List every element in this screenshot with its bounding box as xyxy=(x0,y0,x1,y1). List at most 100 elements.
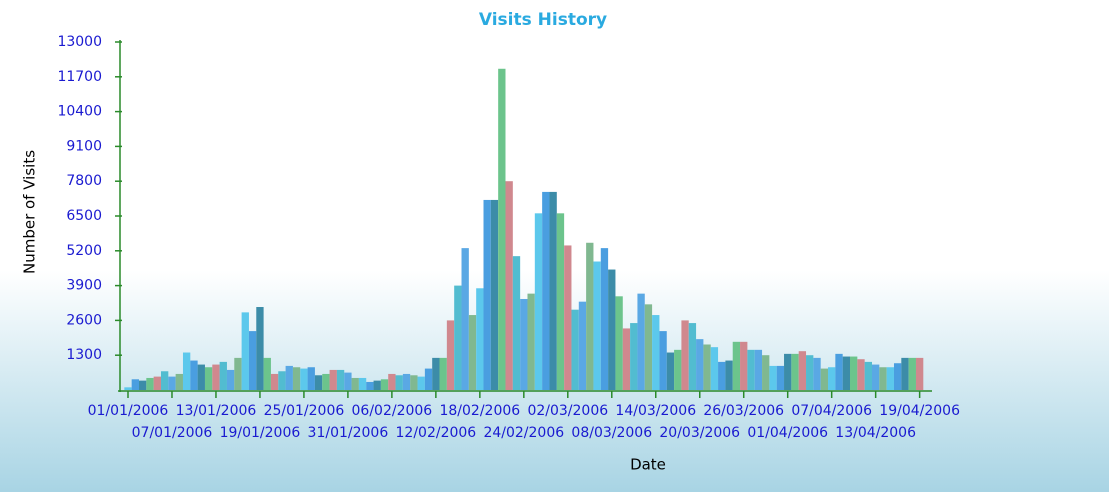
bar xyxy=(190,360,198,390)
x-tick-label: 19/04/2006 xyxy=(879,403,960,419)
x-tick-label: 25/01/2006 xyxy=(264,403,345,419)
bar xyxy=(300,368,308,390)
y-axis-title: Number of Visits xyxy=(21,150,39,274)
bar xyxy=(828,367,836,390)
bar xyxy=(168,376,176,390)
bar xyxy=(160,371,169,390)
bar xyxy=(600,248,609,390)
bar xyxy=(798,351,807,390)
x-tick-label: 14/03/2006 xyxy=(615,403,696,419)
bar xyxy=(586,242,594,390)
bar xyxy=(322,373,330,390)
bar xyxy=(893,363,902,390)
bar xyxy=(725,360,733,390)
bar xyxy=(864,361,872,390)
bar xyxy=(520,298,528,390)
x-tick-label: 06/02/2006 xyxy=(352,403,433,419)
bar xyxy=(131,379,139,390)
y-tick-label: 9100 xyxy=(66,138,102,154)
bar xyxy=(571,309,579,390)
bar xyxy=(336,369,345,390)
bar xyxy=(857,359,865,390)
x-tick-label: 13/04/2006 xyxy=(835,425,916,441)
bar xyxy=(688,323,697,390)
bar xyxy=(615,296,623,390)
bar xyxy=(483,199,491,390)
bar xyxy=(153,376,161,390)
bar xyxy=(505,181,513,390)
bar xyxy=(718,361,726,390)
x-tick-label: 12/02/2006 xyxy=(396,425,477,441)
bar xyxy=(124,387,132,390)
bar xyxy=(652,315,660,390)
bar xyxy=(710,347,719,390)
bar xyxy=(329,369,337,390)
bar xyxy=(278,371,286,390)
bar xyxy=(915,357,924,390)
bar xyxy=(762,355,770,390)
bar xyxy=(527,293,535,390)
bar xyxy=(696,339,704,390)
x-tick-label: 13/01/2006 xyxy=(176,403,257,419)
bar xyxy=(285,365,293,390)
bar xyxy=(402,373,411,390)
bar xyxy=(432,357,440,390)
bar xyxy=(182,352,191,390)
bar xyxy=(549,191,557,390)
bar xyxy=(307,367,315,390)
bar xyxy=(439,357,447,390)
bar xyxy=(791,353,799,390)
bar xyxy=(740,341,748,390)
x-tick-label: 20/03/2006 xyxy=(659,425,740,441)
x-tick-label: 19/01/2006 xyxy=(220,425,301,441)
bar xyxy=(366,381,374,390)
bar xyxy=(490,199,499,390)
bar xyxy=(908,357,916,390)
bar xyxy=(292,367,301,390)
bar xyxy=(769,365,777,390)
bar xyxy=(564,245,572,390)
bar xyxy=(226,369,235,390)
bar xyxy=(666,352,675,390)
bar xyxy=(197,364,205,390)
bar xyxy=(476,288,484,390)
y-tick-label: 5200 xyxy=(66,243,102,259)
bar xyxy=(703,344,711,390)
x-tick-label: 07/01/2006 xyxy=(132,425,213,441)
bar xyxy=(644,304,653,390)
x-tick-label: 31/01/2006 xyxy=(308,425,389,441)
x-tick-label: 26/03/2006 xyxy=(703,403,784,419)
bar xyxy=(219,361,227,390)
bar xyxy=(204,367,213,390)
bar xyxy=(608,269,616,390)
bar xyxy=(380,379,389,390)
bar xyxy=(886,367,894,390)
bar xyxy=(512,256,521,390)
bar xyxy=(556,213,565,390)
bar xyxy=(659,331,667,390)
bar xyxy=(410,375,418,390)
bar xyxy=(806,355,814,390)
y-tick-label: 11700 xyxy=(57,69,102,85)
bar xyxy=(593,261,601,390)
bar xyxy=(358,377,367,390)
bar xyxy=(373,380,381,390)
bar xyxy=(622,328,631,390)
bar xyxy=(498,68,506,391)
y-tick-label: 13000 xyxy=(57,34,102,50)
bar xyxy=(256,307,264,390)
bar xyxy=(314,375,323,390)
x-axis-title: Date xyxy=(630,456,666,474)
bar xyxy=(681,320,689,390)
x-tick-label: 07/04/2006 xyxy=(791,403,872,419)
y-tick-label: 10400 xyxy=(57,104,102,120)
bar xyxy=(468,315,477,390)
y-tick-label: 3900 xyxy=(66,278,102,294)
x-tick-label: 24/02/2006 xyxy=(483,425,564,441)
bar xyxy=(248,331,257,390)
bar xyxy=(146,377,154,390)
x-tick-label: 18/02/2006 xyxy=(439,403,520,419)
bar xyxy=(461,248,469,390)
bar xyxy=(784,353,792,390)
